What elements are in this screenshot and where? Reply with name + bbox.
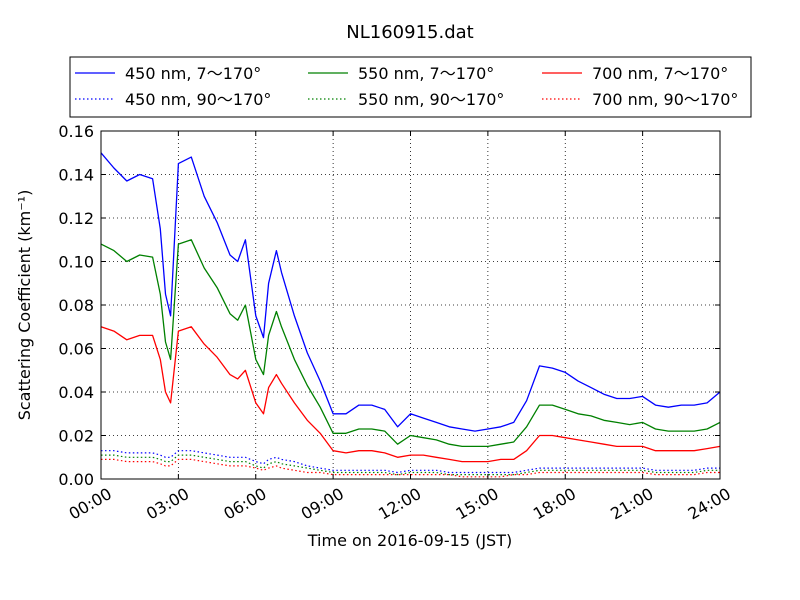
y-tick-label: 0.06	[58, 340, 94, 359]
legend-label-4: 550 nm, 90～170°	[358, 90, 504, 109]
legend: 450 nm, 7～170° 550 nm, 7～170° 700 nm, 7～17…	[69, 56, 752, 118]
series-line-2	[100, 326, 721, 463]
legend-label-0: 450 nm, 7～170°	[125, 64, 261, 83]
y-tick-label: 0.00	[58, 470, 94, 489]
series-line-4	[101, 454, 720, 476]
y-axis-label: Scattering Coefficient (km⁻¹)	[15, 190, 34, 421]
legend-box	[69, 56, 752, 118]
legend-label-5: 700 nm, 90～170°	[592, 90, 738, 109]
legend-label-1: 550 nm, 7～170°	[358, 64, 494, 83]
y-tick-label: 0.16	[58, 122, 94, 141]
y-tick-labels: 0.00 0.02 0.04 0.06 0.08 0.10 0.12 0.14 0.16	[58, 122, 94, 489]
x-axis-label: Time on 2016-09-15 (JST)	[307, 531, 512, 550]
series-line-1	[100, 239, 721, 448]
y-tick-label: 0.10	[58, 253, 94, 272]
y-tick-label: 0.14	[58, 166, 94, 185]
y-tick-label: 0.08	[58, 296, 94, 315]
ticks	[100, 130, 721, 480]
series-line-0	[100, 152, 721, 432]
legend-label-2: 700 nm, 7～170°	[592, 64, 728, 83]
series-layer	[100, 152, 721, 478]
y-tick-label: 0.12	[58, 209, 94, 228]
legend-label-3: 450 nm, 90～170°	[125, 90, 271, 109]
y-tick-label: 0.02	[58, 427, 94, 446]
y-tick-label: 0.04	[58, 383, 94, 402]
chart-title: NL160915.dat	[346, 22, 473, 43]
